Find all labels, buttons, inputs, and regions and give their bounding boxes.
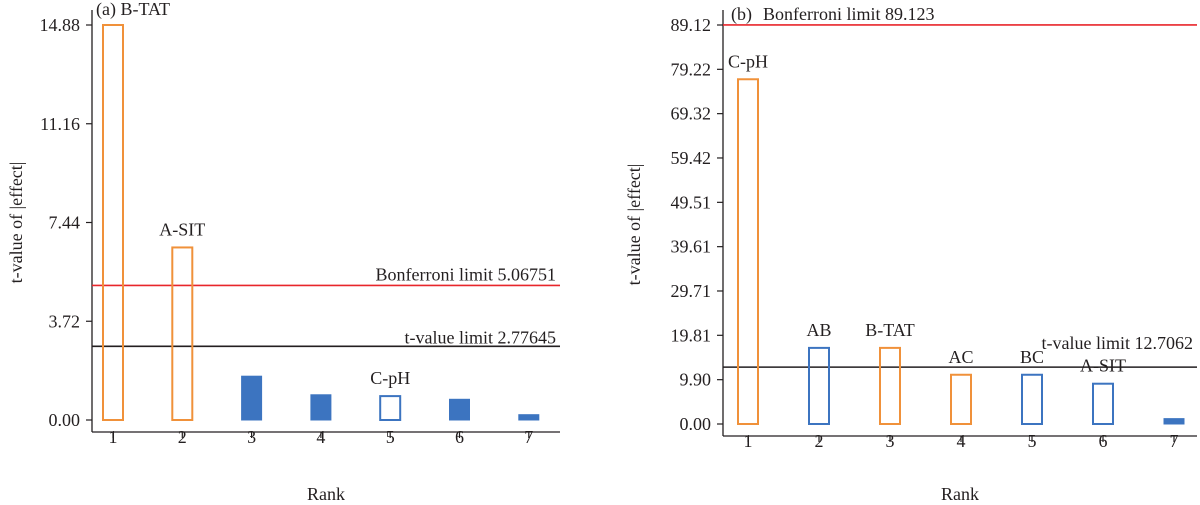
x-tick-label: 3 xyxy=(886,431,895,451)
y-tick-label: 3.72 xyxy=(49,311,81,331)
y-tick-label: 0.00 xyxy=(49,410,81,430)
x-tick-label: 1 xyxy=(744,431,753,451)
t-value-limit-label-a: t-value limit 2.77645 xyxy=(405,327,556,347)
y-tick-label: 39.61 xyxy=(671,237,712,257)
y-tick-label: 9.90 xyxy=(680,370,712,390)
x-tick-label: 5 xyxy=(386,427,395,447)
bar-label-rank-3-b: B-TAT xyxy=(865,320,915,340)
t-value-limit-label-b: t-value limit 12.7062 xyxy=(1042,333,1193,353)
chart-panel-b: 0.00 9.90 19.81 29.71 39.61 49.51 59.42 69.32 79… xyxy=(624,4,1197,504)
bar-rank-7-a xyxy=(518,414,540,421)
x-tick-label: 1 xyxy=(109,427,118,447)
x-tick-label: 2 xyxy=(815,431,824,451)
y-tick-label: 11.16 xyxy=(40,114,80,134)
x-axis-title-a: Rank xyxy=(307,484,345,504)
bar-rank-6-a xyxy=(449,398,470,421)
bar-label-rank-4-b: AC xyxy=(948,347,973,367)
y-tick-label: 19.81 xyxy=(671,325,712,345)
panel-title-b: (b) xyxy=(731,4,752,25)
bar-rank-6-b xyxy=(1092,382,1114,426)
x-tick-label: 4 xyxy=(316,427,325,447)
bonferroni-limit-label-b: Bonferroni limit 89.123 xyxy=(763,4,934,24)
bar-label-rank-5-a: C-pH xyxy=(370,368,410,388)
x-tick-label: 2 xyxy=(178,427,187,447)
y-axis-title-b: t-value of |effect| xyxy=(624,164,644,286)
x-tick-label: 5 xyxy=(1028,431,1037,451)
x-tick-label: 6 xyxy=(1099,431,1108,451)
y-tick-label: 69.32 xyxy=(671,104,712,124)
y-tick-label: 49.51 xyxy=(671,192,712,212)
bar-rank-2-b xyxy=(808,346,830,425)
bar-rank-7-b xyxy=(1163,418,1185,425)
bar-rank-5-a xyxy=(379,395,402,421)
bar-rank-1-a xyxy=(102,24,124,421)
x-tick-label: 4 xyxy=(957,431,966,451)
chart-panel-a: 0.00 3.72 7.44 11.16 14.88 1 2 3 4 5 6 7 Rank t-value… xyxy=(6,0,560,504)
bar-rank-2-a xyxy=(171,246,194,421)
x-tick-label: 6 xyxy=(455,427,464,447)
y-tick-label: 59.42 xyxy=(671,148,712,168)
bar-rank-4-a xyxy=(310,394,332,421)
panel-title-a: (a) B-TAT xyxy=(96,0,170,20)
y-tick-label: 7.44 xyxy=(49,213,81,233)
y-axis-title-a: t-value of |effect| xyxy=(6,162,26,284)
bar-rank-1-b xyxy=(737,78,759,425)
bar-rank-5-b xyxy=(1021,373,1043,426)
bar-label-rank-5-b: BC xyxy=(1020,347,1044,367)
x-tick-label: 3 xyxy=(247,427,256,447)
bar-label-rank-6-b: A-SIT xyxy=(1080,356,1126,376)
bar-label-rank-2-a: A-SIT xyxy=(159,219,205,239)
y-tick-label: 29.71 xyxy=(671,281,712,301)
x-axis-title-b: Rank xyxy=(941,484,979,504)
x-tick-label: 7 xyxy=(524,427,533,447)
bonferroni-limit-label-a: Bonferroni limit 5.06751 xyxy=(376,264,556,284)
bar-label-rank-2-b: AB xyxy=(806,320,831,340)
y-tick-label: 0.00 xyxy=(680,414,712,434)
y-tick-label: 79.22 xyxy=(671,59,712,79)
y-tick-label: 89.12 xyxy=(671,15,712,35)
bar-rank-3-a xyxy=(241,375,263,421)
bar-rank-4-b xyxy=(950,373,972,426)
y-tick-label: 14.88 xyxy=(40,15,81,35)
bar-rank-3-b xyxy=(879,346,901,425)
x-tick-label: 7 xyxy=(1170,431,1179,451)
bar-label-rank-1-b: C-pH xyxy=(728,51,768,71)
